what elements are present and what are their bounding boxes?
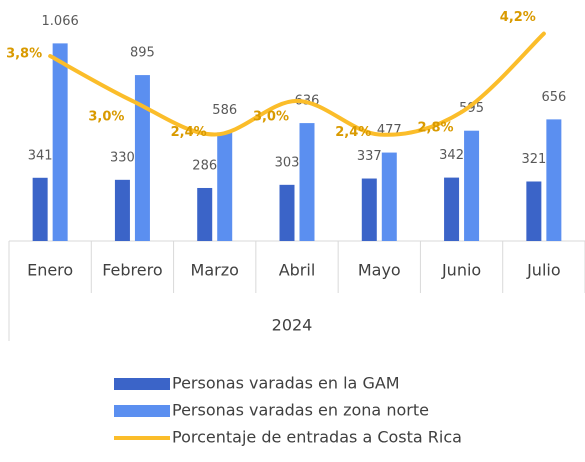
- bar: [546, 119, 562, 241]
- x-tick-label: Julio: [526, 261, 561, 280]
- x-tick-label: Marzo: [191, 261, 239, 280]
- bar: [526, 181, 542, 241]
- bar: [464, 130, 480, 241]
- bar: [114, 179, 130, 241]
- legend-swatch: [114, 405, 170, 417]
- bar-value-label: 1.066: [42, 14, 79, 29]
- bar: [217, 132, 233, 241]
- line: [48, 31, 546, 137]
- x-tick-label: Abril: [279, 261, 316, 280]
- legend-label: Personas varadas en la GAM: [172, 374, 400, 393]
- bar-value-label: 303: [275, 155, 300, 170]
- legend-label: Personas varadas en zona norte: [172, 401, 429, 420]
- bar: [32, 177, 48, 241]
- line-value-label: 4,2%: [500, 10, 536, 25]
- x-tick-label: Mayo: [358, 261, 401, 280]
- x-tick-label: Enero: [27, 261, 73, 280]
- bar: [381, 152, 397, 241]
- bar-value-label: 321: [521, 152, 546, 167]
- bar: [52, 43, 68, 241]
- line-value-label: 3,0%: [88, 109, 124, 124]
- line-value-label: 3,0%: [253, 109, 289, 124]
- x-tick-label: Junio: [441, 261, 481, 280]
- line-value-label: 2,4%: [171, 125, 207, 140]
- bar-value-label: 286: [192, 158, 217, 173]
- line-value-label: 2,4%: [335, 125, 371, 140]
- bar-value-label: 341: [28, 148, 53, 163]
- bar: [279, 184, 295, 241]
- bar-value-label: 895: [130, 46, 155, 61]
- line-value-label: 2,8%: [418, 121, 454, 136]
- x-axis-label: 2024: [272, 316, 313, 335]
- bar: [134, 75, 150, 241]
- bar-value-label: 656: [541, 90, 566, 105]
- bar: [361, 178, 377, 241]
- bar: [197, 187, 213, 241]
- legend-label: Porcentaje de entradas a Costa Rica: [172, 428, 462, 447]
- bar: [444, 177, 460, 241]
- bar-value-label: 342: [439, 148, 464, 163]
- bar-value-label: 330: [110, 150, 135, 165]
- bar-value-label: 595: [459, 101, 484, 116]
- line-value-label: 3,8%: [6, 47, 42, 62]
- x-tick-label: Febrero: [102, 261, 162, 280]
- bar-value-label: 337: [357, 149, 382, 164]
- legend-swatch: [114, 378, 170, 390]
- bar-value-label: 586: [212, 103, 237, 118]
- bar: [299, 123, 315, 241]
